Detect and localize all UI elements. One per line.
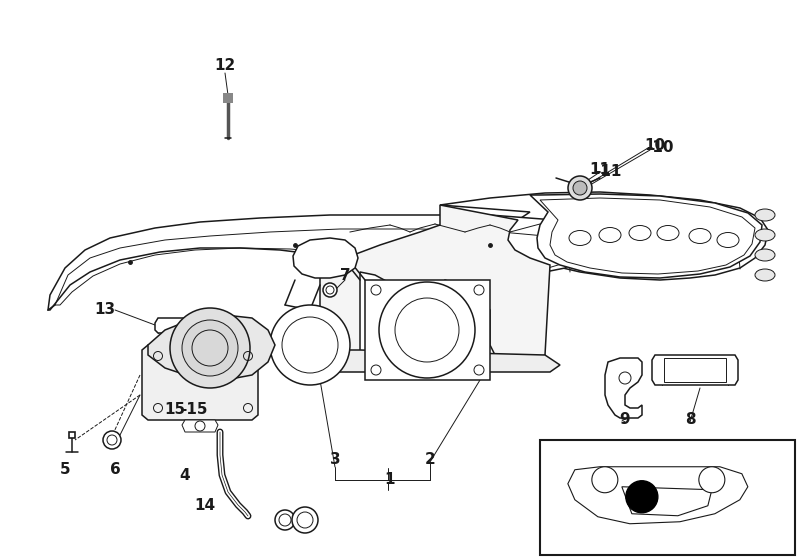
- Polygon shape: [142, 345, 258, 420]
- Polygon shape: [440, 192, 768, 280]
- Polygon shape: [605, 358, 642, 418]
- Text: 15: 15: [165, 402, 185, 418]
- Text: 13: 13: [94, 302, 116, 318]
- Text: -15: -15: [180, 402, 208, 418]
- Ellipse shape: [717, 233, 739, 248]
- Circle shape: [270, 305, 350, 385]
- FancyBboxPatch shape: [540, 440, 795, 555]
- Polygon shape: [568, 467, 748, 524]
- Text: 14: 14: [194, 498, 216, 513]
- Text: 7: 7: [340, 268, 350, 282]
- Ellipse shape: [599, 228, 621, 243]
- Circle shape: [275, 510, 295, 530]
- Circle shape: [182, 320, 238, 376]
- Text: 2: 2: [424, 452, 435, 467]
- Polygon shape: [148, 315, 275, 380]
- Circle shape: [323, 283, 337, 297]
- Polygon shape: [320, 350, 560, 372]
- Polygon shape: [293, 238, 358, 278]
- Polygon shape: [365, 280, 490, 380]
- Text: 1: 1: [385, 472, 396, 487]
- Ellipse shape: [657, 225, 679, 240]
- Text: 12: 12: [214, 58, 236, 73]
- Circle shape: [170, 308, 250, 388]
- Text: 8: 8: [685, 413, 695, 428]
- Polygon shape: [48, 215, 590, 310]
- Text: 10: 10: [645, 138, 666, 153]
- Ellipse shape: [689, 229, 711, 244]
- Text: 6: 6: [109, 462, 121, 477]
- Circle shape: [292, 507, 318, 533]
- Ellipse shape: [755, 209, 775, 221]
- Text: 3: 3: [330, 452, 340, 467]
- Circle shape: [626, 481, 658, 513]
- Text: 9: 9: [620, 413, 630, 428]
- Text: 5: 5: [60, 462, 70, 477]
- Text: -11: -11: [594, 164, 622, 179]
- Text: -10: -10: [646, 140, 674, 155]
- Circle shape: [592, 467, 618, 492]
- Text: 4: 4: [180, 467, 190, 482]
- Circle shape: [379, 282, 475, 378]
- Circle shape: [699, 467, 725, 492]
- Ellipse shape: [629, 225, 651, 240]
- Circle shape: [103, 431, 121, 449]
- Ellipse shape: [755, 229, 775, 241]
- Text: 11: 11: [590, 163, 610, 178]
- Polygon shape: [320, 205, 550, 365]
- Polygon shape: [155, 318, 188, 333]
- Polygon shape: [182, 420, 218, 432]
- Circle shape: [573, 181, 587, 195]
- Polygon shape: [530, 194, 762, 278]
- Circle shape: [568, 176, 592, 200]
- Polygon shape: [652, 355, 738, 385]
- Ellipse shape: [755, 249, 775, 261]
- Ellipse shape: [569, 230, 591, 245]
- Ellipse shape: [755, 269, 775, 281]
